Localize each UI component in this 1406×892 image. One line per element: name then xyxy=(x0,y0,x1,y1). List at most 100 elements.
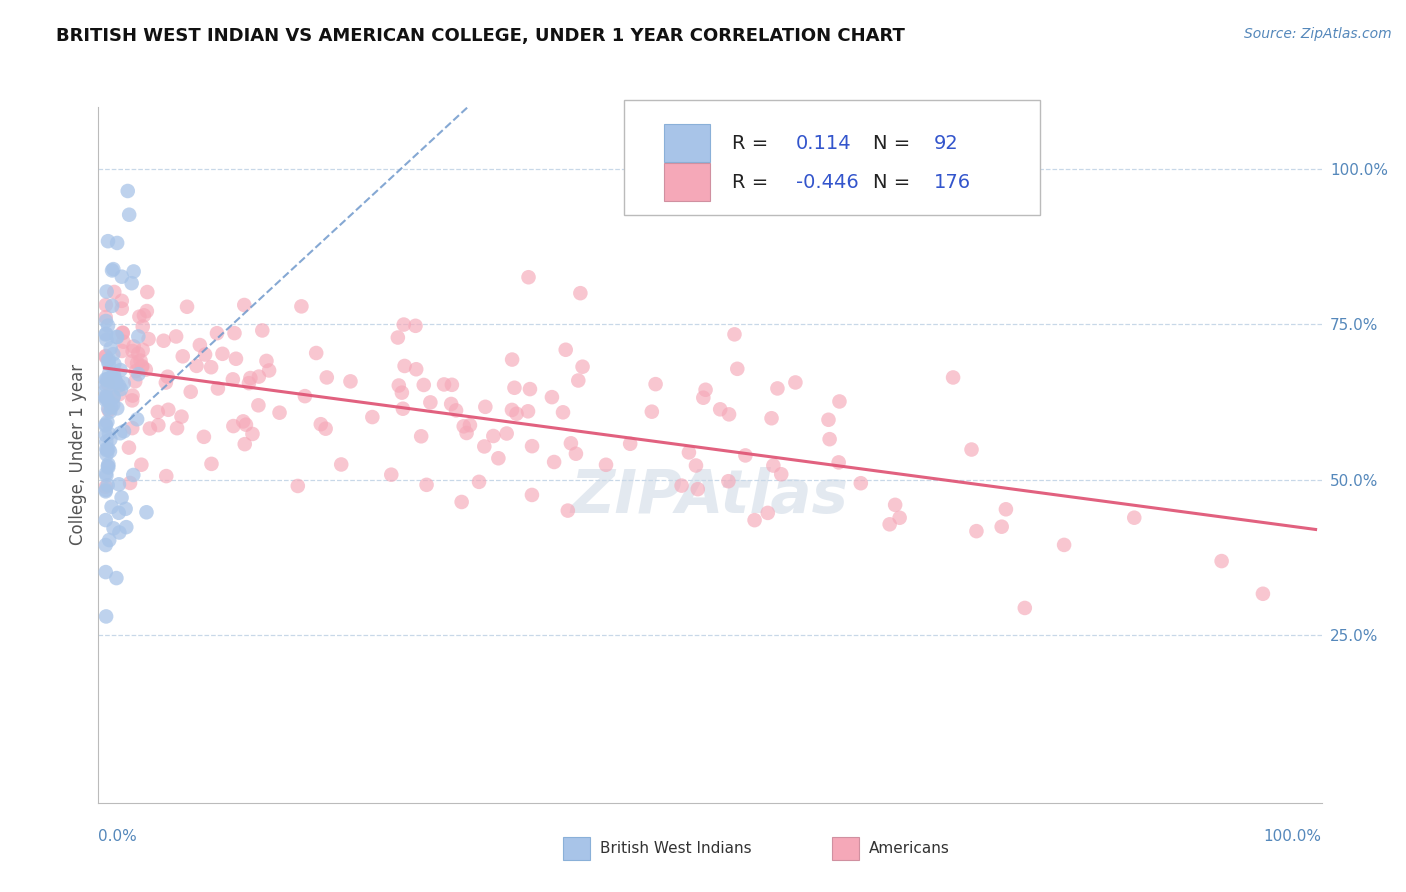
Point xyxy=(247,398,270,412)
Point xyxy=(644,377,666,392)
Point xyxy=(257,363,280,377)
Point xyxy=(766,381,789,395)
Point xyxy=(305,346,328,360)
Point xyxy=(501,352,523,367)
Point xyxy=(100,341,122,355)
Point xyxy=(269,406,291,420)
Point xyxy=(695,383,717,397)
Point xyxy=(405,318,427,333)
Point xyxy=(1053,538,1076,552)
Point xyxy=(97,403,120,417)
Point xyxy=(734,449,756,463)
Point xyxy=(132,319,155,334)
Point xyxy=(96,372,118,386)
Point xyxy=(100,401,122,415)
Point xyxy=(785,376,807,390)
Point xyxy=(1014,601,1036,615)
Point xyxy=(94,310,117,324)
Point xyxy=(242,426,264,441)
Point xyxy=(94,483,117,497)
Point xyxy=(100,369,122,384)
Point xyxy=(415,478,437,492)
Point xyxy=(235,417,257,432)
Point xyxy=(97,426,120,441)
Point xyxy=(200,360,222,375)
Point xyxy=(110,363,132,377)
Point xyxy=(387,330,409,344)
Point xyxy=(678,445,700,459)
Text: R =: R = xyxy=(733,134,775,153)
Text: 92: 92 xyxy=(934,134,959,153)
Point xyxy=(156,369,179,384)
Point xyxy=(671,478,693,492)
Point xyxy=(211,347,233,361)
Point xyxy=(135,304,157,318)
Point xyxy=(761,411,783,425)
Point xyxy=(554,343,576,357)
Point xyxy=(960,442,983,457)
Point xyxy=(222,372,245,386)
Point xyxy=(818,432,841,446)
Point xyxy=(256,354,278,368)
Point xyxy=(458,418,481,433)
Point xyxy=(94,391,117,405)
Point xyxy=(155,469,177,483)
Point xyxy=(129,353,152,368)
Point xyxy=(121,277,143,291)
Point xyxy=(111,326,134,340)
Point xyxy=(114,501,136,516)
Point xyxy=(186,359,208,373)
Point xyxy=(94,390,117,404)
Point xyxy=(685,458,707,473)
Point xyxy=(233,437,256,451)
Point xyxy=(193,430,215,444)
Point xyxy=(94,372,117,386)
Point xyxy=(543,455,565,469)
Point xyxy=(517,404,540,418)
Point xyxy=(96,333,118,347)
Text: Source: ZipAtlas.com: Source: ZipAtlas.com xyxy=(1244,27,1392,41)
Point xyxy=(96,468,118,483)
Point xyxy=(110,382,132,396)
Point xyxy=(692,391,714,405)
Point xyxy=(121,421,143,435)
Point xyxy=(200,457,222,471)
Point xyxy=(101,299,124,313)
Point xyxy=(225,351,247,366)
Point xyxy=(560,436,582,450)
Point xyxy=(239,371,262,385)
Point xyxy=(287,479,309,493)
Point xyxy=(97,442,120,456)
Point xyxy=(94,609,117,624)
Point xyxy=(94,392,117,407)
FancyBboxPatch shape xyxy=(664,124,710,162)
Point xyxy=(1123,510,1146,524)
Point xyxy=(98,405,121,419)
Point xyxy=(717,474,740,488)
Point xyxy=(97,459,120,474)
Point xyxy=(770,467,793,482)
Point xyxy=(450,495,472,509)
Point xyxy=(121,354,143,368)
Point xyxy=(146,405,169,419)
Point xyxy=(103,390,125,404)
Point xyxy=(94,428,117,442)
Point xyxy=(94,327,117,342)
Point xyxy=(127,346,149,360)
Point xyxy=(117,184,139,198)
Point xyxy=(155,376,177,390)
Point xyxy=(111,293,134,308)
Point xyxy=(127,367,149,381)
FancyBboxPatch shape xyxy=(624,100,1040,215)
Point xyxy=(121,393,143,408)
Point xyxy=(111,343,134,358)
Point xyxy=(122,339,145,353)
Point xyxy=(107,506,129,520)
Point xyxy=(131,359,153,373)
Point xyxy=(503,381,526,395)
Point xyxy=(444,403,467,417)
Point xyxy=(541,390,564,404)
Point xyxy=(505,407,527,421)
Point xyxy=(392,318,415,332)
Point xyxy=(440,397,463,411)
